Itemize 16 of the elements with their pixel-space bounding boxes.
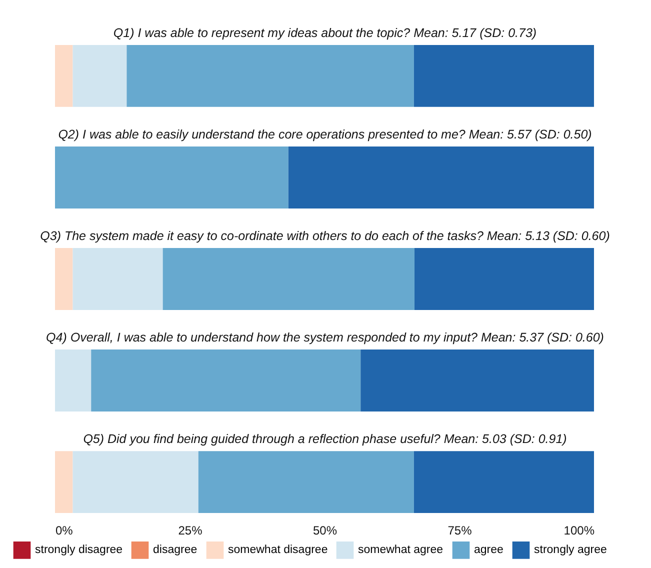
legend-label: strongly agree bbox=[534, 544, 607, 556]
legend-label: somewhat agree bbox=[358, 544, 444, 556]
x-tick-label: 75% bbox=[448, 524, 472, 538]
x-tick-label: 50% bbox=[312, 524, 338, 538]
legend-label: disagree bbox=[153, 544, 198, 556]
y-tick-label: Q2) I was able to easily understand the core operations presented to me? Mean: 5.57 (SD: 0.50) bbox=[58, 127, 592, 142]
legend-label: somewhat disagree bbox=[228, 544, 328, 556]
x-tick-label: 0% bbox=[56, 524, 74, 538]
legend-label: agree bbox=[474, 544, 504, 556]
y-tick-label: Q3) The system made it easy to co-ordinate with others to do each of the tasks? Mean: 5.13 (SD: 0.60) bbox=[40, 229, 610, 243]
x-tick-label: 100% bbox=[564, 524, 595, 538]
y-tick-label: Q4) Overall, I was able to understand how the system responded to my input? Mean: 5.37 (SD: 0.60) bbox=[46, 330, 604, 345]
x-tick-label: 25% bbox=[178, 524, 203, 538]
y-tick-label: Q1) I was able to represent my ideas about the topic? Mean: 5.17 (SD: 0.73) bbox=[113, 26, 537, 40]
y-tick-label: Q5) Did you find being guided through a reflection phase useful? Mean: 5.03 (SD: 0.91) bbox=[83, 432, 567, 446]
legend-label: strongly disagree bbox=[35, 544, 123, 556]
